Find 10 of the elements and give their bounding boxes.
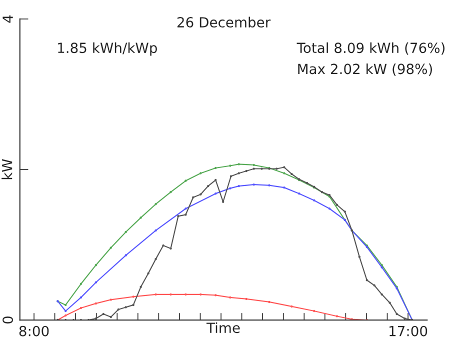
y-tick-label: 4 [2, 15, 13, 23]
x-tick-label: 8:00 [19, 326, 49, 336]
y-tick-label: 0 [2, 316, 14, 324]
chart-title: 26 December [177, 16, 271, 28]
annotation: 1.85 kWh/kWp [58, 42, 157, 56]
x-tick-label: 17:00 [390, 326, 428, 336]
annotation: Total 8.09 kWh (76%) [296, 42, 445, 55]
x-axis-title: Time [206, 322, 240, 334]
annotation: Max 2.02 kW (98%) [298, 63, 432, 76]
y-axis-title: kW [2, 159, 12, 180]
